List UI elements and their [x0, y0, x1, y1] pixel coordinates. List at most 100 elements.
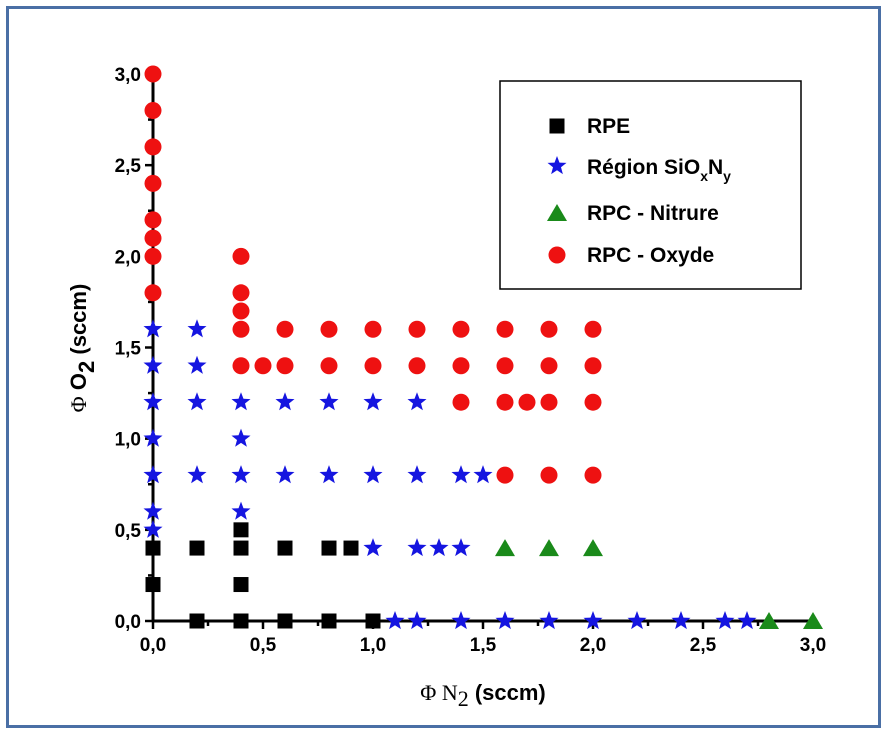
data-point-circle: [408, 320, 426, 338]
data-point-square: [321, 540, 337, 556]
series-3: [144, 65, 602, 484]
series-0: [145, 522, 381, 629]
data-point-star: [187, 355, 207, 374]
data-point-star: [143, 392, 163, 411]
data-point-circle: [232, 247, 250, 265]
legend-marker-square: [549, 118, 565, 134]
x-tick-label: 2,5: [690, 635, 717, 656]
data-point-circle: [276, 320, 294, 338]
legend-markers: [547, 118, 567, 264]
data-point-star: [539, 611, 559, 630]
series-1: [143, 319, 757, 630]
data-point-star: [451, 538, 471, 557]
data-point-star: [451, 611, 471, 630]
data-point-circle: [584, 466, 602, 484]
data-point-square: [233, 522, 249, 538]
data-point-star: [363, 538, 383, 557]
data-point-circle: [584, 320, 602, 338]
data-point-circle: [540, 320, 558, 338]
data-point-star: [143, 319, 163, 338]
data-point-star: [451, 465, 471, 484]
data-point-circle: [540, 466, 558, 484]
x-tick-label: 2,0: [580, 635, 606, 656]
data-point-square: [233, 613, 249, 629]
data-point-star: [407, 538, 427, 557]
data-point-star: [143, 355, 163, 374]
data-point-star: [407, 392, 427, 411]
data-point-star: [429, 538, 449, 557]
data-point-star: [407, 611, 427, 630]
data-point-star: [407, 465, 427, 484]
data-point-circle: [320, 320, 338, 338]
data-point-square: [189, 540, 205, 556]
legend-marker-circle: [548, 246, 566, 264]
x-tick-label: 1,5: [470, 635, 497, 656]
data-point-square: [145, 540, 161, 556]
data-point-circle: [144, 174, 162, 192]
data-point-circle: [496, 320, 514, 338]
data-point-circle: [540, 357, 558, 375]
data-point-circle: [584, 393, 602, 411]
data-point-star: [143, 501, 163, 520]
y-tick-label: 0,0: [115, 612, 141, 633]
legend-label-rpc-oxyde: RPC - Oxyde: [587, 244, 714, 267]
legend-label-rpc-nitrure: RPC - Nitrure: [587, 202, 719, 225]
data-point-circle: [584, 357, 602, 375]
legend: RPE Région SiOxNy RPC - Nitrure RPC - Ox…: [499, 80, 802, 290]
data-point-triangle: [803, 612, 823, 629]
data-point-star: [187, 319, 207, 338]
data-point-circle: [144, 211, 162, 229]
data-point-circle: [452, 393, 470, 411]
data-point-circle: [144, 101, 162, 119]
data-point-circle: [276, 357, 294, 375]
data-point-square: [321, 613, 337, 629]
data-point-square: [343, 540, 359, 556]
data-point-star: [319, 392, 339, 411]
data-point-star: [737, 611, 757, 630]
data-point-circle: [144, 247, 162, 265]
data-point-circle: [518, 393, 536, 411]
data-point-square: [233, 540, 249, 556]
y-tick-label: 2,0: [115, 247, 141, 268]
legend-marker-star: [547, 156, 567, 175]
data-point-square: [277, 540, 293, 556]
data-point-star: [231, 428, 251, 447]
x-tick-label: 0,0: [140, 635, 166, 656]
data-point-triangle: [583, 539, 603, 557]
x-tick-label: 0,5: [250, 635, 277, 656]
data-point-square: [189, 613, 205, 629]
data-point-circle: [540, 393, 558, 411]
data-point-circle: [144, 284, 162, 302]
data-point-circle: [364, 320, 382, 338]
data-point-star: [363, 392, 383, 411]
data-point-star: [143, 428, 163, 447]
data-point-circle: [144, 229, 162, 247]
data-point-star: [143, 465, 163, 484]
y-tick-label: 2,5: [115, 156, 142, 177]
data-point-star: [583, 611, 603, 630]
data-point-star: [495, 611, 515, 630]
data-point-circle: [408, 357, 426, 375]
data-point-circle: [232, 320, 250, 338]
data-point-circle: [496, 466, 514, 484]
legend-label-sioxny: Région SiOxNy: [587, 156, 731, 184]
data-point-square: [365, 613, 381, 629]
axis-labels: Φ N2 (sccm) Φ O2 (sccm): [66, 284, 546, 711]
data-point-circle: [232, 284, 250, 302]
data-point-circle: [496, 393, 514, 411]
data-point-circle: [452, 357, 470, 375]
data-point-star: [231, 392, 251, 411]
legend-label-rpe: RPE: [587, 115, 630, 138]
x-tick-label: 3,0: [800, 635, 826, 656]
data-point-square: [277, 613, 293, 629]
data-point-circle: [232, 302, 250, 320]
data-point-star: [363, 465, 383, 484]
data-point-square: [145, 577, 161, 593]
data-point-circle: [364, 357, 382, 375]
data-point-star: [143, 519, 163, 538]
data-point-triangle: [539, 539, 559, 557]
data-point-star: [627, 611, 647, 630]
data-points: [143, 65, 823, 630]
data-point-circle: [232, 357, 250, 375]
data-point-star: [187, 392, 207, 411]
